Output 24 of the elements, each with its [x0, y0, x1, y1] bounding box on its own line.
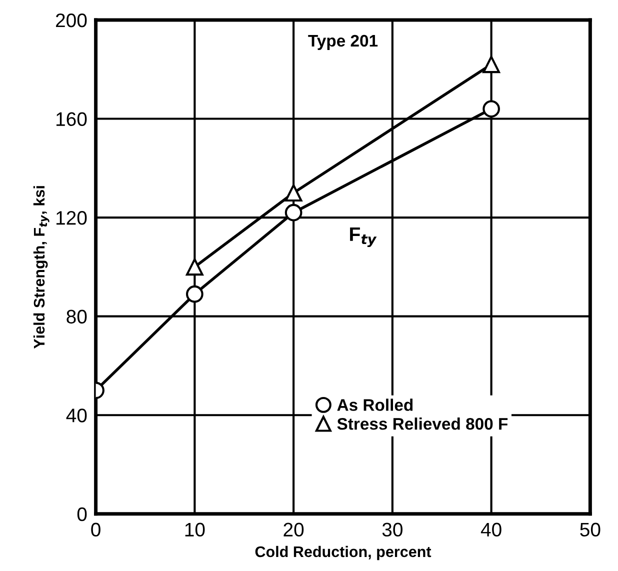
- point: [284, 184, 302, 202]
- annotation: F$_{ty}$: [350, 227, 377, 247]
- y-tick-label: 120: [56, 211, 87, 225]
- x-tick-label: 20: [284, 522, 304, 537]
- y-axis-title: Yield Strength, F$_{ty}$, ksi: [33, 186, 50, 349]
- y-tick-label: 0: [77, 507, 87, 522]
- y-tick-label: 40: [66, 408, 87, 422]
- y-tick-label: 200: [56, 13, 87, 28]
- y-tick-label: 80: [66, 310, 87, 324]
- point: [482, 100, 500, 118]
- point: [186, 285, 204, 303]
- legend-label: As Rolled: [337, 398, 413, 411]
- text: Type 201: [308, 34, 378, 50]
- legend-label: Stress Relieved 800 F: [337, 418, 508, 430]
- point: [186, 258, 204, 276]
- x-tick-label: 50: [580, 522, 600, 537]
- x-tick-label: 0: [91, 522, 100, 537]
- point: [284, 204, 302, 222]
- x-tick-label: 10: [185, 522, 205, 537]
- x-tick-label: 30: [382, 522, 402, 537]
- x-axis-title: Cold Reduction, percent: [255, 546, 432, 560]
- x-tick-label: 40: [480, 522, 502, 537]
- point: [482, 56, 500, 74]
- y-tick-label: 160: [56, 112, 87, 126]
